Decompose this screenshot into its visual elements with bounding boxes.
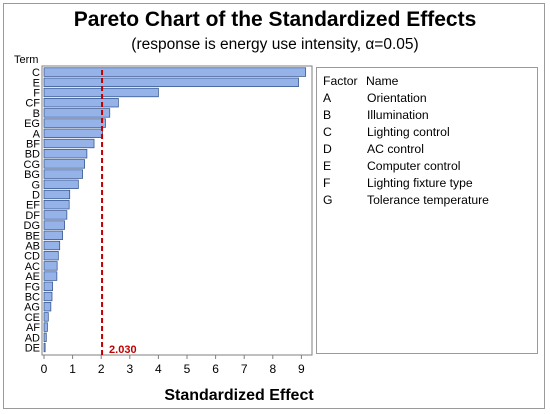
legend-row-c: C Lighting control bbox=[323, 125, 450, 139]
bar-de bbox=[43, 342, 46, 353]
bars-group bbox=[43, 67, 307, 353]
bar-g bbox=[43, 179, 79, 189]
bar-af bbox=[43, 322, 48, 332]
category-label-dg: DG bbox=[24, 220, 41, 232]
legend-code: C bbox=[323, 125, 332, 139]
category-label-ac: AC bbox=[25, 261, 40, 273]
category-label-eg: EG bbox=[24, 118, 40, 130]
legend-code: G bbox=[323, 193, 333, 207]
category-label-af: AF bbox=[26, 322, 40, 334]
x-tick-label: 7 bbox=[241, 362, 248, 376]
category-label-ef: EF bbox=[26, 200, 40, 212]
bar-cg bbox=[43, 159, 85, 169]
y-axis-label: Term bbox=[14, 54, 39, 66]
legend-code: A bbox=[323, 91, 332, 105]
x-tick-label: 4 bbox=[155, 362, 162, 376]
bar-cd bbox=[43, 251, 59, 261]
bar-e bbox=[43, 77, 299, 87]
legend-row-g: G Tolerance temperature bbox=[323, 193, 489, 207]
legend-code: E bbox=[323, 159, 332, 173]
category-labels: CEFCFBEGABFBDCGBGGDEFDFDGBEABCDACAEFGBCA… bbox=[24, 67, 41, 354]
category-label-g: G bbox=[31, 179, 40, 191]
x-tick-label: 0 bbox=[41, 362, 48, 376]
category-label-a: A bbox=[33, 128, 41, 140]
legend-code: F bbox=[323, 176, 331, 190]
legend-row-e: E Computer control bbox=[323, 159, 460, 173]
factor-legend: Factor Name A Orientation B Illumination C… bbox=[316, 67, 538, 354]
x-tick-label: 8 bbox=[269, 362, 276, 376]
chart-title: Pareto Chart of the Standardized Effects bbox=[73, 8, 477, 31]
x-tick-label: 2 bbox=[98, 362, 105, 376]
legend-factor-name: Computer control bbox=[367, 159, 461, 173]
legend-factor-name: Illumination bbox=[367, 108, 429, 122]
bar-cf bbox=[43, 98, 119, 108]
category-label-bd: BD bbox=[25, 149, 40, 161]
category-label-ag: AG bbox=[24, 302, 40, 314]
category-label-bg: BG bbox=[24, 169, 40, 181]
category-label-ab: AB bbox=[25, 241, 40, 253]
bar-fg bbox=[43, 281, 53, 291]
bar-ab bbox=[43, 240, 61, 251]
category-label-ce: CE bbox=[25, 312, 40, 324]
legend-row-f: F Lighting fixture type bbox=[323, 176, 473, 190]
legend-row-a: A Orientation bbox=[323, 91, 427, 105]
x-tick-label: 5 bbox=[184, 362, 191, 376]
category-label-d: D bbox=[32, 190, 40, 202]
category-label-ad: AD bbox=[25, 332, 40, 344]
legend-row-b: B Illumination bbox=[323, 108, 429, 122]
category-label-ae: AE bbox=[25, 271, 40, 283]
legend-factor-name: Lighting control bbox=[367, 125, 450, 139]
legend-factor-name: Lighting fixture type bbox=[367, 176, 473, 190]
bar-ac bbox=[43, 261, 58, 271]
category-label-f: F bbox=[33, 88, 40, 100]
category-label-fg: FG bbox=[25, 281, 40, 293]
bar-be bbox=[43, 230, 63, 240]
category-label-bc: BC bbox=[25, 292, 40, 304]
category-label-be: BE bbox=[25, 230, 40, 242]
x-tick-label: 9 bbox=[298, 362, 305, 376]
x-tick-label: 1 bbox=[69, 362, 76, 376]
bar-ce bbox=[43, 312, 49, 322]
bar-d bbox=[43, 189, 71, 200]
bar-ag bbox=[43, 302, 52, 312]
category-label-bf: BF bbox=[26, 139, 40, 151]
category-label-cf: CF bbox=[25, 98, 40, 110]
bar-ef bbox=[43, 200, 70, 210]
legend-code: B bbox=[323, 108, 332, 122]
bar-df bbox=[43, 210, 68, 220]
category-label-df: DF bbox=[25, 210, 40, 222]
category-label-cg: CG bbox=[24, 159, 41, 171]
bar-bc bbox=[43, 291, 53, 302]
bar-bg bbox=[43, 169, 83, 179]
reference-line-label: 2.030 bbox=[109, 344, 137, 356]
legend-header: Factor Name bbox=[323, 74, 398, 88]
legend-header-factor: Factor bbox=[323, 74, 358, 88]
bar-a bbox=[43, 128, 103, 138]
legend-factor-name: Tolerance temperature bbox=[367, 193, 489, 207]
x-tick-label: 6 bbox=[212, 362, 219, 376]
bar-bd bbox=[43, 149, 88, 159]
bar-b bbox=[43, 108, 111, 118]
x-axis-label: Standardized Effect bbox=[164, 387, 314, 404]
x-ticks: 0 1 2 3 4 5 6 7 8 9 bbox=[41, 355, 305, 376]
x-tick-label: 3 bbox=[126, 362, 133, 376]
legend-header-name: Name bbox=[365, 74, 399, 88]
bar-dg bbox=[43, 220, 65, 230]
category-label-e: E bbox=[33, 77, 40, 89]
legend-row-d: D AC control bbox=[323, 142, 424, 156]
legend-factor-name: Orientation bbox=[367, 91, 427, 105]
bar-eg bbox=[43, 118, 106, 128]
category-label-de: DE bbox=[25, 343, 40, 355]
bar-ad bbox=[43, 332, 47, 342]
bar-ae bbox=[43, 271, 58, 281]
chart-subtitle: (response is energy use intensity, α=0.0… bbox=[131, 36, 419, 53]
category-label-cd: CD bbox=[24, 251, 40, 263]
category-label-b: B bbox=[33, 108, 40, 120]
bar-bf bbox=[43, 138, 95, 149]
legend-code: D bbox=[323, 142, 332, 156]
legend-factor-name: AC control bbox=[367, 142, 424, 156]
category-label-c: C bbox=[32, 67, 40, 79]
bar-c bbox=[43, 67, 307, 77]
